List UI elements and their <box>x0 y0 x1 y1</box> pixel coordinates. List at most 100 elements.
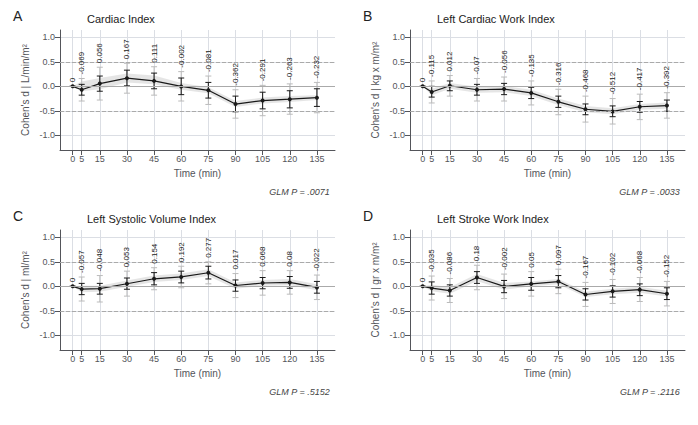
svg-text:0.192: 0.192 <box>177 242 186 263</box>
svg-text:120: 120 <box>632 154 647 164</box>
svg-text:-0.5: -0.5 <box>39 306 55 316</box>
svg-text:-0.069: -0.069 <box>77 51 86 74</box>
svg-text:0.167: 0.167 <box>122 39 131 60</box>
svg-text:-0.263: -0.263 <box>285 57 294 80</box>
svg-text:0: 0 <box>420 154 425 164</box>
svg-text:0: 0 <box>418 277 427 282</box>
svg-text:0: 0 <box>70 154 75 164</box>
svg-text:60: 60 <box>526 154 536 164</box>
svg-text:Cohen's d | L/min/m²: Cohen's d | L/min/m² <box>20 43 31 135</box>
svg-text:GLM P = .0033: GLM P = .0033 <box>619 187 679 197</box>
svg-text:-1.0: -1.0 <box>389 330 405 340</box>
svg-text:5: 5 <box>429 154 434 164</box>
svg-text:135: 135 <box>659 354 674 364</box>
svg-text:120: 120 <box>632 354 647 364</box>
svg-text:45: 45 <box>149 154 159 164</box>
svg-text:-0.468: -0.468 <box>581 69 590 92</box>
svg-text:5: 5 <box>79 354 84 364</box>
svg-text:0.05: 0.05 <box>527 252 536 268</box>
svg-text:0.18: 0.18 <box>472 245 481 261</box>
svg-text:-0.086: -0.086 <box>445 251 454 274</box>
svg-text:1.0: 1.0 <box>392 32 405 42</box>
svg-text:1.0: 1.0 <box>42 232 55 242</box>
svg-text:0.017: 0.017 <box>231 249 240 270</box>
svg-text:105: 105 <box>255 354 270 364</box>
svg-text:105: 105 <box>255 154 270 164</box>
svg-text:0: 0 <box>68 277 77 282</box>
svg-text:-0.152: -0.152 <box>662 254 671 277</box>
svg-text:-0.002: -0.002 <box>177 44 186 67</box>
svg-text:30: 30 <box>472 154 482 164</box>
svg-text:A: A <box>13 8 23 24</box>
svg-text:0.053: 0.053 <box>122 247 131 268</box>
svg-text:75: 75 <box>553 354 563 364</box>
svg-text:0.5: 0.5 <box>42 257 55 267</box>
svg-text:Left Stroke Work Index: Left Stroke Work Index <box>437 213 549 225</box>
svg-text:B: B <box>363 8 372 24</box>
svg-text:-0.512: -0.512 <box>608 71 617 94</box>
svg-text:60: 60 <box>176 154 186 164</box>
svg-text:90: 90 <box>230 354 240 364</box>
svg-text:45: 45 <box>149 354 159 364</box>
svg-text:-0.102: -0.102 <box>608 252 617 275</box>
svg-text:Cohen's d | gr x m/m²: Cohen's d | gr x m/m² <box>370 242 381 338</box>
svg-text:GLM P = .5152: GLM P = .5152 <box>269 387 329 397</box>
svg-text:-0.5: -0.5 <box>389 106 405 116</box>
svg-text:0.5: 0.5 <box>392 57 405 67</box>
svg-text:15: 15 <box>95 154 105 164</box>
svg-text:30: 30 <box>472 354 482 364</box>
svg-text:-0.048: -0.048 <box>95 248 104 271</box>
svg-text:-0.057: -0.057 <box>77 250 86 273</box>
svg-text:-0.022: -0.022 <box>312 248 321 271</box>
svg-text:0: 0 <box>418 77 427 82</box>
svg-text:0.068: 0.068 <box>258 246 267 267</box>
svg-text:15: 15 <box>445 154 455 164</box>
svg-text:30: 30 <box>122 154 132 164</box>
svg-text:75: 75 <box>203 354 213 364</box>
svg-text:-0.07: -0.07 <box>472 56 481 75</box>
svg-text:-1.0: -1.0 <box>39 130 55 140</box>
svg-text:D: D <box>363 208 373 224</box>
svg-text:-0.5: -0.5 <box>389 306 405 316</box>
svg-text:0.277: 0.277 <box>204 237 213 258</box>
svg-text:0.5: 0.5 <box>42 57 55 67</box>
svg-text:0.097: 0.097 <box>554 245 563 266</box>
svg-text:0.0: 0.0 <box>42 281 55 291</box>
svg-text:-0.291: -0.291 <box>258 58 267 81</box>
svg-text:5: 5 <box>79 154 84 164</box>
svg-text:45: 45 <box>499 154 509 164</box>
svg-text:Time (min): Time (min) <box>174 168 221 179</box>
svg-text:-1.0: -1.0 <box>389 130 405 140</box>
svg-text:-0.135: -0.135 <box>527 54 536 77</box>
svg-text:120: 120 <box>282 154 297 164</box>
svg-text:0.0: 0.0 <box>392 81 405 91</box>
svg-text:0.056: 0.056 <box>95 43 104 64</box>
svg-text:0.0: 0.0 <box>42 81 55 91</box>
svg-text:GLM P = .2116: GLM P = .2116 <box>620 387 680 397</box>
svg-text:Time (min): Time (min) <box>524 368 571 379</box>
svg-text:0: 0 <box>68 77 77 82</box>
svg-text:0.111: 0.111 <box>150 43 159 62</box>
svg-text:0.012: 0.012 <box>445 51 454 72</box>
svg-text:105: 105 <box>605 354 620 364</box>
svg-text:0: 0 <box>420 354 425 364</box>
svg-text:90: 90 <box>230 154 240 164</box>
svg-text:Cohen's d | ml/m²: Cohen's d | ml/m² <box>20 250 31 329</box>
svg-text:-0.115: -0.115 <box>427 54 436 77</box>
svg-text:45: 45 <box>499 354 509 364</box>
svg-text:105: 105 <box>605 154 620 164</box>
svg-text:1.0: 1.0 <box>42 32 55 42</box>
svg-text:135: 135 <box>659 154 674 164</box>
svg-text:15: 15 <box>95 354 105 364</box>
svg-text:-0.392: -0.392 <box>662 65 671 88</box>
svg-text:135: 135 <box>309 154 324 164</box>
svg-text:-0.316: -0.316 <box>554 62 563 85</box>
svg-text:C: C <box>13 208 23 224</box>
svg-text:-0.167: -0.167 <box>581 255 590 278</box>
svg-text:-0.081: -0.081 <box>204 49 213 72</box>
svg-text:Cardiac Index: Cardiac Index <box>87 13 155 25</box>
svg-text:120: 120 <box>282 354 297 364</box>
svg-text:-0.362: -0.362 <box>231 63 240 86</box>
svg-text:Left Cardiac Work Index: Left Cardiac Work Index <box>437 13 555 25</box>
svg-text:-0.056: -0.056 <box>500 50 509 73</box>
